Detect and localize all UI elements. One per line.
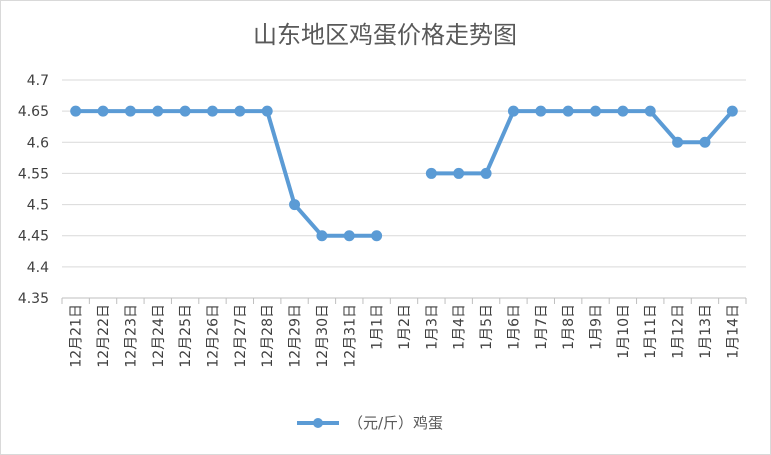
x-tick-label: 1月9日 — [589, 304, 605, 350]
x-tick-label: 1月2日 — [397, 304, 413, 350]
data-point — [507, 105, 519, 117]
data-point — [152, 105, 164, 117]
x-tick-label: 12月28日 — [260, 304, 276, 368]
data-point — [617, 105, 629, 117]
x-tick-label: 12月29日 — [288, 304, 304, 368]
x-tick-label: 12月24日 — [151, 304, 167, 368]
x-tick-label: 12月22日 — [96, 304, 112, 368]
data-point — [70, 105, 82, 117]
x-tick-label: 1月10日 — [616, 304, 632, 359]
legend: （元/斤）鸡蛋 — [297, 414, 443, 432]
data-point — [206, 105, 218, 117]
legend-marker — [313, 418, 323, 428]
data-point — [343, 230, 355, 242]
data-point — [453, 167, 465, 179]
x-tick-label: 1月4日 — [452, 304, 468, 350]
x-tick-label: 1月12日 — [671, 304, 687, 359]
y-tick-label: 4.4 — [27, 260, 49, 276]
x-tick-label: 1月8日 — [561, 304, 577, 350]
x-tick-label: 1月14日 — [725, 304, 741, 359]
data-point — [672, 136, 684, 148]
x-tick-label: 1月7日 — [534, 304, 550, 350]
y-tick-label: 4.7 — [27, 73, 49, 89]
data-point — [425, 167, 437, 179]
data-point — [371, 230, 383, 242]
data-point — [179, 105, 191, 117]
data-point — [644, 105, 656, 117]
data-point — [261, 105, 273, 117]
y-tick-label: 4.5 — [27, 198, 49, 214]
y-axis-ticks: 4.35 4.4 4.45 4.5 4.55 4.6 4.65 4.7 — [18, 73, 49, 307]
x-tick-label: 1月3日 — [424, 304, 440, 350]
data-point — [699, 136, 711, 148]
x-tick-label: 1月5日 — [479, 304, 495, 350]
data-point — [289, 199, 301, 211]
data-point — [726, 105, 738, 117]
x-tick-label: 1月11日 — [643, 304, 659, 359]
data-point — [124, 105, 136, 117]
x-tick-label: 1月13日 — [698, 304, 714, 359]
x-tick-label: 1月1日 — [370, 304, 386, 350]
data-point — [97, 105, 109, 117]
x-tick-label: 12月31日 — [342, 304, 358, 368]
chart-title: 山东地区鸡蛋价格走势图 — [253, 21, 517, 49]
y-tick-label: 4.65 — [18, 104, 49, 120]
x-tick-label: 12月27日 — [233, 304, 249, 368]
data-point — [535, 105, 547, 117]
x-tick-label: 12月30日 — [315, 304, 331, 368]
x-tick-label: 12月21日 — [69, 304, 85, 368]
legend-label: （元/斤）鸡蛋 — [348, 414, 443, 432]
y-tick-label: 4.55 — [18, 166, 49, 182]
x-tick-label: 12月25日 — [178, 304, 194, 368]
data-point — [562, 105, 574, 117]
x-tick-label: 12月26日 — [205, 304, 221, 368]
series-line — [70, 105, 738, 242]
y-tick-label: 4.6 — [27, 135, 49, 151]
x-axis-ticks: 12月21日 12月22日 12月23日 12月24日 12月25日 12月26日 12月2… — [61, 298, 747, 368]
y-tick-label: 4.45 — [18, 229, 49, 245]
data-point — [590, 105, 602, 117]
x-tick-label: 12月23日 — [123, 304, 139, 368]
data-point — [316, 230, 328, 242]
data-point — [480, 167, 492, 179]
data-point — [234, 105, 246, 117]
y-tick-label: 4.35 — [18, 291, 49, 307]
x-tick-label: 1月6日 — [506, 304, 522, 350]
